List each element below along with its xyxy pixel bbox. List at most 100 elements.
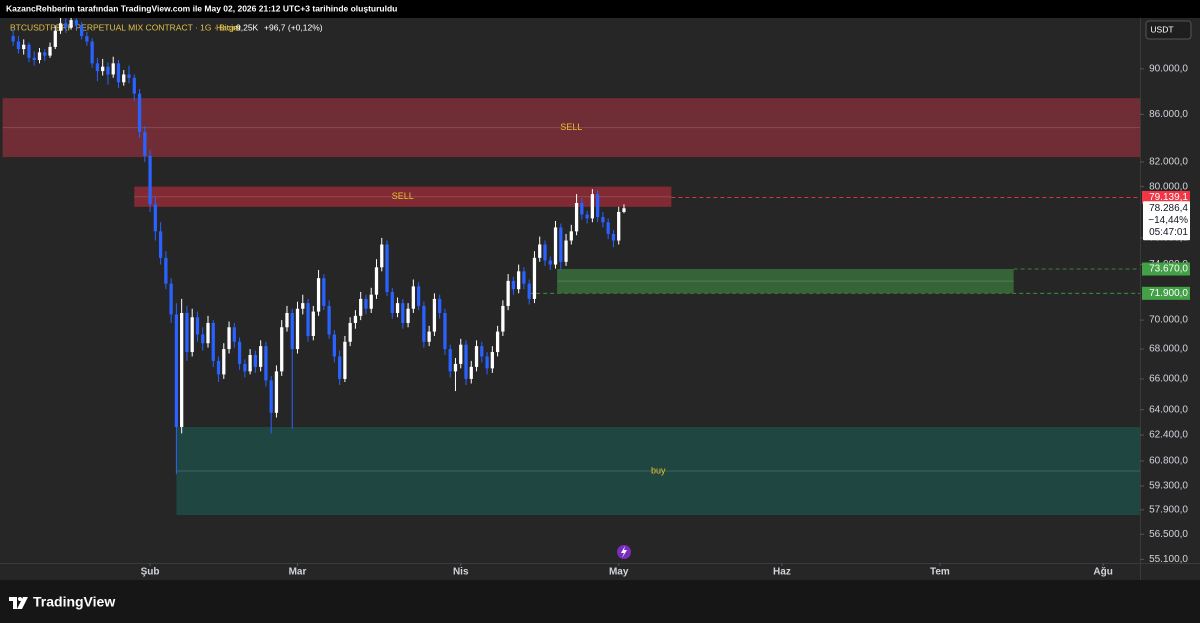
y-tick-label: 82.000,0 bbox=[1149, 157, 1188, 168]
candle-body bbox=[48, 46, 52, 56]
last-price-change: −14,44% bbox=[1148, 215, 1188, 226]
candle-body bbox=[485, 356, 489, 369]
candle-body bbox=[601, 217, 605, 223]
candle-body bbox=[174, 314, 179, 428]
candle-body bbox=[453, 363, 458, 372]
candle-body bbox=[327, 305, 331, 335]
candle-body bbox=[95, 63, 100, 72]
candle-body bbox=[596, 194, 600, 218]
candle-body bbox=[153, 204, 157, 232]
candle-body bbox=[443, 312, 447, 350]
candle-body bbox=[490, 352, 494, 369]
candle-body bbox=[538, 244, 542, 258]
candle-body bbox=[269, 380, 273, 413]
candle-body bbox=[37, 52, 42, 61]
candle-body bbox=[564, 240, 568, 262]
zone-label: buy bbox=[651, 465, 666, 475]
candle-body bbox=[53, 30, 57, 47]
candle-body bbox=[290, 312, 294, 350]
candle-body bbox=[158, 231, 163, 258]
candle-body bbox=[90, 41, 94, 64]
candle-body bbox=[116, 63, 121, 83]
candle-body bbox=[43, 52, 47, 56]
candle-body bbox=[369, 294, 373, 309]
candle-body bbox=[469, 366, 473, 379]
candle-body bbox=[501, 305, 505, 332]
last-price-box bbox=[1143, 201, 1190, 241]
candle-body bbox=[190, 317, 194, 353]
zone-label: SELL bbox=[560, 122, 582, 132]
candle-body bbox=[359, 298, 363, 316]
zone bbox=[2, 98, 1140, 158]
candle-body bbox=[106, 66, 110, 75]
y-tick-label: 56.500,0 bbox=[1149, 529, 1188, 540]
x-tick-label: May bbox=[609, 567, 629, 578]
candle-body bbox=[464, 344, 468, 379]
candle-body bbox=[448, 349, 452, 372]
candle-body bbox=[259, 346, 263, 367]
candle-body bbox=[148, 155, 152, 205]
candle-body bbox=[574, 203, 579, 232]
plot-area: SELL SELL buy bbox=[2, 18, 1140, 516]
volume: 9,25K bbox=[236, 22, 259, 32]
candle-body bbox=[185, 312, 189, 353]
candle-body bbox=[243, 363, 247, 372]
candle-body bbox=[264, 346, 268, 381]
x-tick-label: Ağu bbox=[1093, 567, 1112, 578]
candle-body bbox=[132, 77, 136, 94]
candle-body bbox=[590, 194, 595, 219]
y-tick-label: 55.100,0 bbox=[1149, 554, 1188, 565]
candle-body bbox=[27, 44, 31, 58]
candle-body bbox=[422, 305, 426, 342]
candle-body bbox=[411, 286, 415, 309]
candle-body bbox=[432, 298, 437, 332]
candle-body bbox=[311, 311, 315, 336]
candle-body bbox=[295, 308, 300, 350]
x-tick-label: Haz bbox=[773, 567, 791, 578]
header-bar bbox=[0, 0, 1200, 18]
candle-body bbox=[506, 280, 510, 306]
zone bbox=[176, 427, 1140, 516]
y-tick-label: 66.000,0 bbox=[1149, 374, 1188, 385]
volume-label: Hacim bbox=[216, 22, 240, 32]
candle-body bbox=[427, 331, 431, 342]
candle-body bbox=[111, 63, 115, 75]
candle-body bbox=[69, 20, 73, 28]
price-tag-label: 79.139,1 bbox=[1149, 192, 1188, 203]
currency[interactable]: USDT bbox=[1150, 24, 1173, 34]
change: +96,7 (+0,12%) bbox=[264, 22, 323, 32]
candle-body bbox=[79, 25, 84, 37]
x-tick-label: Mar bbox=[289, 567, 307, 578]
candle-body bbox=[337, 356, 342, 379]
event-icon-bolt bbox=[621, 546, 627, 558]
candle-body bbox=[406, 308, 410, 323]
candle-body bbox=[253, 354, 258, 367]
candle-body bbox=[201, 334, 205, 344]
x-tick-label: Nis bbox=[453, 567, 469, 578]
y-tick-label: 80.000,0 bbox=[1149, 181, 1188, 192]
y-tick-label: 64.000,0 bbox=[1149, 404, 1188, 415]
candle-body bbox=[353, 315, 358, 323]
candle-body bbox=[380, 244, 384, 268]
y-tick-label: 70.000,0 bbox=[1149, 315, 1188, 326]
candle-body bbox=[322, 278, 326, 306]
candle-body bbox=[390, 291, 394, 313]
y-tick-label: 57.900,0 bbox=[1149, 504, 1188, 515]
candle-body bbox=[180, 312, 184, 428]
zone bbox=[134, 186, 672, 207]
candle-body bbox=[248, 354, 252, 372]
currency-button[interactable] bbox=[1145, 20, 1192, 40]
candle-body bbox=[348, 322, 352, 342]
candle-body bbox=[517, 271, 521, 290]
y-tick-label: 68.000,0 bbox=[1149, 344, 1188, 355]
candle-body bbox=[522, 271, 526, 284]
candle-body bbox=[169, 283, 173, 315]
zone bbox=[557, 269, 1014, 294]
candle-body bbox=[606, 222, 610, 234]
zone-label: SELL bbox=[392, 191, 414, 201]
candle-body bbox=[127, 74, 131, 78]
candle-body bbox=[306, 303, 310, 336]
candle-body bbox=[195, 317, 200, 335]
candle-body bbox=[474, 346, 479, 367]
